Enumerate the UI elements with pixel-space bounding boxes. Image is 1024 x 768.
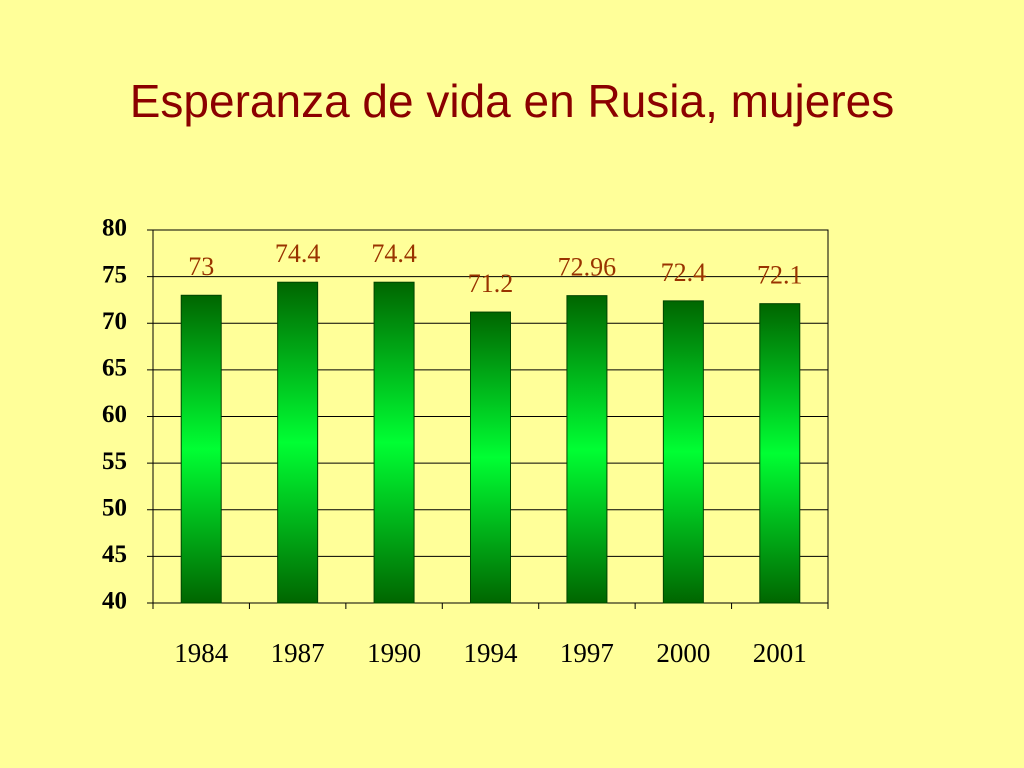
x-tick-label: 1990 [367, 638, 421, 668]
y-tick-label: 50 [102, 494, 127, 521]
bar [662, 300, 704, 604]
value-label: 72.4 [661, 258, 707, 287]
y-tick-label: 40 [102, 588, 127, 615]
bar [759, 303, 801, 604]
x-tick-label: 2001 [753, 638, 807, 668]
x-tick-label: 1997 [560, 638, 614, 668]
bar [373, 281, 415, 604]
value-label: 71.2 [468, 269, 514, 298]
x-tick-label: 2000 [656, 638, 710, 668]
bar [470, 311, 511, 604]
x-tick-label: 1994 [464, 638, 519, 668]
value-label: 73 [188, 252, 214, 281]
y-tick-label: 80 [102, 215, 127, 242]
bar [180, 294, 222, 604]
value-label: 74.4 [275, 239, 321, 268]
x-tick-label: 1984 [174, 638, 229, 668]
y-tick-label: 75 [102, 261, 127, 288]
y-tick-label: 70 [102, 308, 127, 335]
y-tick-label: 45 [102, 541, 127, 568]
value-label: 72.96 [558, 253, 617, 282]
chart-title: Esperanza de vida en Rusia, mujeres [129, 75, 895, 127]
bar [277, 281, 319, 604]
value-label: 74.4 [371, 239, 417, 268]
y-tick-label: 65 [102, 355, 127, 382]
bar [566, 295, 608, 604]
value-label: 72.1 [757, 261, 803, 290]
x-tick-label: 1987 [271, 638, 325, 668]
y-tick-label: 60 [102, 401, 127, 428]
y-tick-label: 55 [102, 448, 127, 475]
